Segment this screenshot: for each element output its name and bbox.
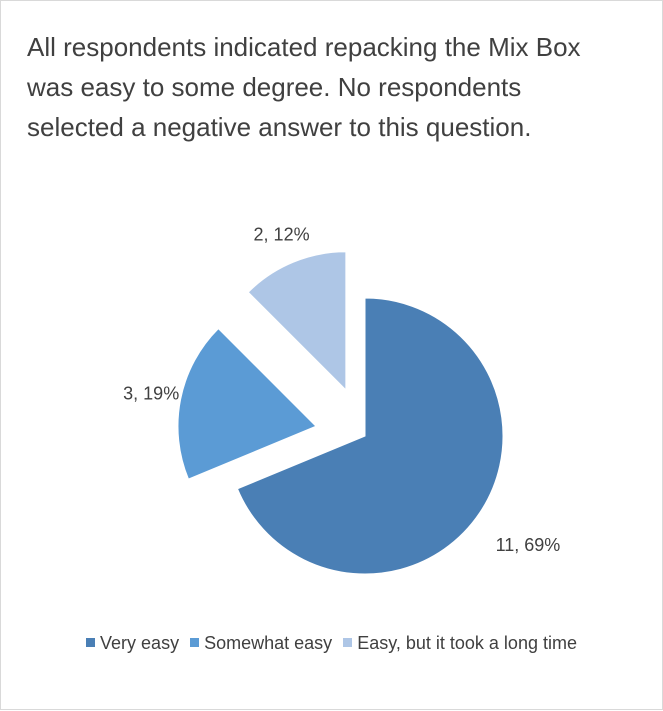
legend-label-somewhat-easy: Somewhat easy [204,633,333,653]
pie-slice-somewhat-easy [177,327,317,480]
chart-title: All respondents indicated repacking the … [27,32,581,142]
data-label-somewhat-easy: 3, 19% [123,383,179,403]
legend-swatch-very-easy [86,638,96,647]
legend-swatch-somewhat-easy [190,638,200,647]
legend: Very easy Somewhat easy Easy, but it too… [1,633,662,654]
legend-label-very-easy: Very easy [100,633,180,653]
legend-item-somewhat-easy: Somewhat easy [190,633,332,654]
data-label-easy-long-time: 2, 12% [254,225,310,245]
legend-label-easy-long-time: Easy, but it took a long time [357,633,577,653]
legend-item-easy-long-time: Easy, but it took a long time [343,633,577,654]
legend-item-very-easy: Very easy [86,633,179,654]
pie-slice-easy-long-time [247,251,347,392]
legend-swatch-easy-long-time [343,638,353,647]
pie-slice-very-easy [236,297,504,575]
data-label-very-easy: 11, 69% [496,535,561,555]
